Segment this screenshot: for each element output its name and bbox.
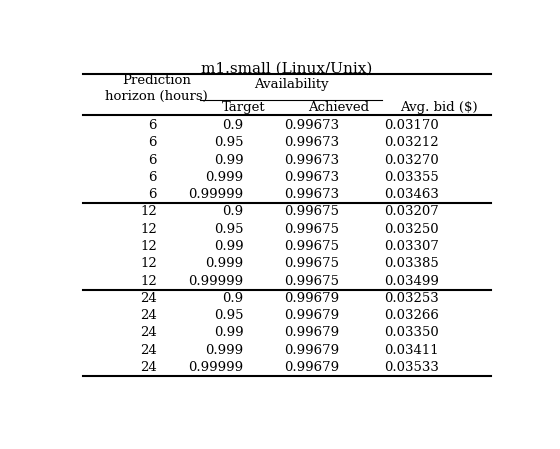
Text: 0.99673: 0.99673 <box>284 154 339 167</box>
Text: m1.small (Linux/Unix): m1.small (Linux/Unix) <box>201 62 373 75</box>
Text: 0.99999: 0.99999 <box>189 188 244 201</box>
Text: 0.03499: 0.03499 <box>384 274 439 287</box>
Text: 0.03463: 0.03463 <box>384 188 439 201</box>
Text: 6: 6 <box>148 154 157 167</box>
Text: 0.99679: 0.99679 <box>284 361 339 374</box>
Text: 0.03385: 0.03385 <box>384 257 439 270</box>
Text: 0.99679: 0.99679 <box>284 292 339 305</box>
Text: 0.99: 0.99 <box>214 240 244 253</box>
Text: 12: 12 <box>140 205 157 218</box>
Text: 0.999: 0.999 <box>206 257 244 270</box>
Text: 6: 6 <box>148 171 157 184</box>
Text: 0.03212: 0.03212 <box>384 136 439 149</box>
Text: 12: 12 <box>140 257 157 270</box>
Text: 0.99673: 0.99673 <box>284 119 339 132</box>
Text: 0.03533: 0.03533 <box>384 361 439 374</box>
Text: 0.99673: 0.99673 <box>284 188 339 201</box>
Text: 0.99673: 0.99673 <box>284 171 339 184</box>
Text: 0.9: 0.9 <box>222 292 244 305</box>
Text: 0.03266: 0.03266 <box>384 309 439 322</box>
Text: 12: 12 <box>140 274 157 287</box>
Text: 0.03250: 0.03250 <box>384 223 439 236</box>
Text: 0.9: 0.9 <box>222 205 244 218</box>
Text: 0.03170: 0.03170 <box>384 119 439 132</box>
Text: 0.99675: 0.99675 <box>284 223 339 236</box>
Text: 0.99675: 0.99675 <box>284 257 339 270</box>
Text: horizon (hours): horizon (hours) <box>105 89 208 102</box>
Text: 0.03355: 0.03355 <box>384 171 439 184</box>
Text: 0.99679: 0.99679 <box>284 343 339 357</box>
Text: 6: 6 <box>148 119 157 132</box>
Text: Avg. bid ($): Avg. bid ($) <box>400 101 478 114</box>
Text: 0.03350: 0.03350 <box>384 326 439 339</box>
Text: Achieved: Achieved <box>309 101 370 114</box>
Text: 6: 6 <box>148 136 157 149</box>
Text: 24: 24 <box>140 343 157 357</box>
Text: 0.99679: 0.99679 <box>284 309 339 322</box>
Text: 12: 12 <box>140 240 157 253</box>
Text: 24: 24 <box>140 309 157 322</box>
Text: 0.99675: 0.99675 <box>284 240 339 253</box>
Text: Prediction: Prediction <box>123 75 191 88</box>
Text: Availability: Availability <box>254 79 329 92</box>
Text: 0.03307: 0.03307 <box>384 240 439 253</box>
Text: 0.99: 0.99 <box>214 154 244 167</box>
Text: 0.99: 0.99 <box>214 326 244 339</box>
Text: 24: 24 <box>140 361 157 374</box>
Text: 0.95: 0.95 <box>214 136 244 149</box>
Text: 0.99679: 0.99679 <box>284 326 339 339</box>
Text: 6: 6 <box>148 188 157 201</box>
Text: 24: 24 <box>140 292 157 305</box>
Text: 0.99999: 0.99999 <box>189 274 244 287</box>
Text: 0.99675: 0.99675 <box>284 205 339 218</box>
Text: 0.03270: 0.03270 <box>384 154 439 167</box>
Text: 0.99675: 0.99675 <box>284 274 339 287</box>
Text: 0.95: 0.95 <box>214 223 244 236</box>
Text: 0.99999: 0.99999 <box>189 361 244 374</box>
Text: 0.99673: 0.99673 <box>284 136 339 149</box>
Text: 0.9: 0.9 <box>222 119 244 132</box>
Text: 24: 24 <box>140 326 157 339</box>
Text: 12: 12 <box>140 223 157 236</box>
Text: 0.999: 0.999 <box>206 171 244 184</box>
Text: Target: Target <box>222 101 265 114</box>
Text: 0.03411: 0.03411 <box>384 343 439 357</box>
Text: 0.03207: 0.03207 <box>384 205 439 218</box>
Text: 0.999: 0.999 <box>206 343 244 357</box>
Text: 0.95: 0.95 <box>214 309 244 322</box>
Text: 0.03253: 0.03253 <box>384 292 439 305</box>
